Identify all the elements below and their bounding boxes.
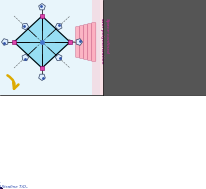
- Bar: [103, 0, 206, 95]
- Polygon shape: [22, 23, 29, 30]
- FancyBboxPatch shape: [92, 23, 96, 61]
- Polygon shape: [22, 54, 29, 61]
- Bar: [68, 40, 72, 44]
- Polygon shape: [39, 74, 45, 81]
- Bar: [92, 0, 104, 95]
- Polygon shape: [55, 54, 62, 61]
- Bar: [40, 66, 44, 70]
- Bar: [40, 14, 44, 18]
- Polygon shape: [39, 4, 45, 10]
- Bar: [12, 40, 16, 44]
- Text: Space-confined
twin-polymerization: Space-confined twin-polymerization: [100, 18, 109, 64]
- Polygon shape: [76, 39, 82, 45]
- FancyBboxPatch shape: [88, 24, 92, 60]
- FancyBboxPatch shape: [84, 25, 88, 59]
- Bar: [0, 0, 100, 95]
- Polygon shape: [14, 16, 70, 68]
- Polygon shape: [55, 23, 62, 30]
- Polygon shape: [1, 39, 8, 45]
- FancyBboxPatch shape: [76, 27, 80, 57]
- FancyBboxPatch shape: [80, 26, 84, 58]
